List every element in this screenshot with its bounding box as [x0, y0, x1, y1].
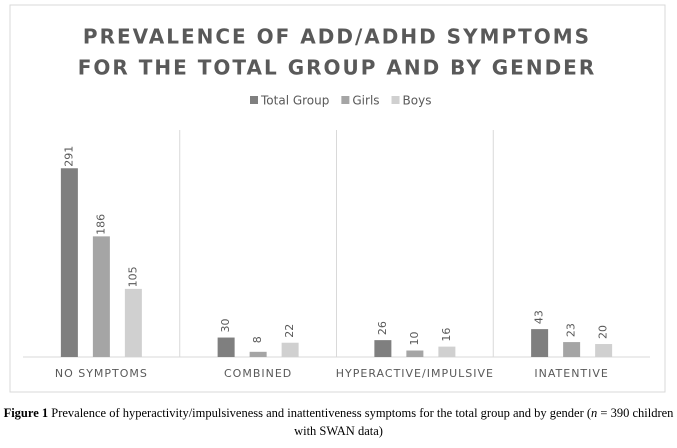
- bar: [124, 288, 142, 357]
- data-label: 105: [126, 266, 139, 287]
- chart-title: FOR THE TOTAL GROUP AND BY GENDER: [78, 56, 597, 80]
- caption-label: Figure 1: [3, 406, 49, 420]
- legend-swatch: [250, 96, 258, 104]
- bar: [92, 236, 110, 357]
- bar: [563, 342, 581, 357]
- data-label: 20: [597, 325, 610, 339]
- legend-label: Girls: [352, 94, 379, 108]
- figure-caption: Figure 1 Prevalence of hyperactivity/imp…: [0, 404, 677, 440]
- bar: [249, 351, 267, 357]
- x-tick-label: NO SYMPTOMS: [55, 367, 148, 380]
- bar: [531, 329, 549, 357]
- x-tick-label: HYPERACTIVE/IMPULSIVE: [336, 367, 494, 380]
- caption-italic: n: [591, 406, 598, 420]
- legend-label: Boys: [403, 94, 432, 108]
- legend-swatch: [341, 96, 350, 104]
- bar: [438, 346, 456, 357]
- legend-swatch: [391, 96, 400, 104]
- data-label: 8: [251, 336, 264, 343]
- x-tick-label: INATENTIVE: [534, 367, 608, 380]
- legend-label: Total Group: [260, 94, 329, 108]
- caption-text: = 390 children with SWAN data): [294, 406, 674, 438]
- data-label: 186: [94, 214, 107, 235]
- bar: [374, 340, 392, 357]
- data-label: 16: [440, 328, 453, 342]
- chart: PREVALENCE OF ADD/ADHD SYMPTOMS FOR THE …: [9, 4, 666, 393]
- bar: [595, 344, 613, 357]
- data-label: 43: [533, 310, 546, 324]
- data-label: 291: [62, 146, 75, 167]
- x-tick-label: COMBINED: [224, 367, 292, 380]
- chart-title: PREVALENCE OF ADD/ADHD SYMPTOMS: [83, 25, 591, 49]
- bar: [217, 337, 235, 357]
- bar: [281, 342, 299, 357]
- data-label: 23: [565, 323, 578, 337]
- data-label: 30: [219, 319, 232, 333]
- data-label: 26: [376, 321, 389, 335]
- chart-frame: [9, 4, 666, 393]
- data-label: 22: [283, 324, 296, 338]
- bar: [406, 350, 424, 357]
- bar: [60, 168, 78, 357]
- data-label: 10: [408, 332, 421, 346]
- caption-text: Prevalence of hyperactivity/impulsivenes…: [51, 406, 592, 420]
